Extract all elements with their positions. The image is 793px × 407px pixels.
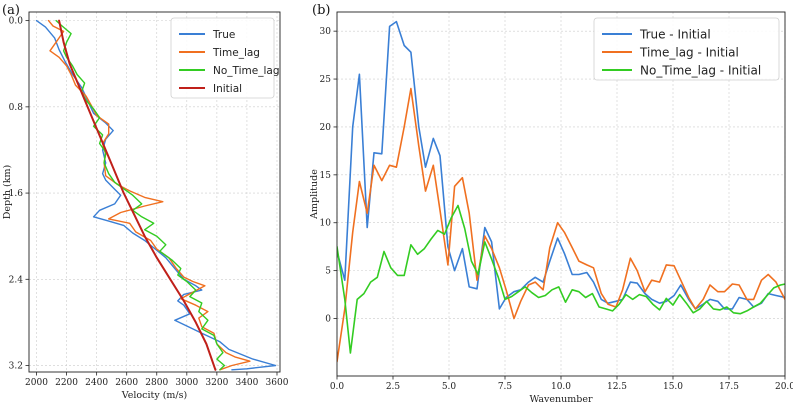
legend-box (170, 17, 275, 99)
series-line-no-time-lag-initial (337, 204, 785, 354)
legend-label: True (212, 29, 235, 41)
series-line-initial (58, 19, 217, 371)
y-tick-label: 0.0 (9, 17, 24, 27)
x-tick-label: 12.5 (607, 382, 627, 392)
panel-label: (a) (2, 3, 20, 18)
x-tick-label: 2200 (55, 378, 78, 388)
x-tick-label: 5.0 (442, 382, 457, 392)
x-tick-label: 2000 (25, 378, 48, 388)
x-tick-label: 2.5 (386, 382, 401, 392)
x-axis-label: Wavenumber (529, 394, 593, 405)
x-tick-label: 3000 (175, 378, 198, 388)
series-line-no-time-lag (55, 19, 226, 371)
x-tick-label: 2400 (85, 378, 108, 388)
x-tick-label: 2800 (145, 378, 168, 388)
plot-frame (28, 11, 281, 373)
legend-label: No_Time_lag (213, 65, 280, 77)
plot-area (337, 20, 785, 363)
y-tick-label: 20 (320, 123, 332, 133)
y-tick-label: 0.8 (9, 103, 24, 113)
y-tick-label: 3.2 (9, 362, 23, 372)
y-tick-label: 25 (320, 75, 332, 85)
y-tick-label: 0 (325, 315, 331, 325)
x-tick-label: 15.0 (663, 382, 683, 392)
panel-label: (b) (312, 3, 330, 18)
y-axis-label: Amplitude (309, 169, 320, 220)
legend-box (593, 17, 780, 81)
x-tick-label: 7.5 (498, 382, 513, 392)
axes: 2000 2200 2400 2600 2800 3000 3200 3400 3600 0.0 0… (9, 17, 289, 388)
y-tick-label: 2.4 (9, 275, 24, 285)
y-tick-label: 1.6 (9, 189, 24, 199)
y-tick-label: 30 (320, 27, 332, 37)
x-tick-label: 10.0 (551, 382, 571, 392)
chart-panel-b: 0.0 2.5 5.0 7.5 10.0 12.5 15.0 17.5 20.0 0 5 10 15 20… (309, 3, 793, 405)
legend-label: Time_lag (212, 47, 260, 59)
axes: 0.0 2.5 5.0 7.5 10.0 12.5 15.0 17.5 20.0 0 5 10 15 20… (320, 27, 793, 392)
y-tick-label: 10 (320, 219, 332, 229)
chart-panel-a: 2000 2200 2400 2600 2800 3000 3200 3400 3600 0.0 0… (2, 3, 289, 401)
x-tick-label: 2600 (115, 378, 138, 388)
legend-label: True - Initial (639, 27, 711, 41)
legend-label: Time_lag - Initial (639, 45, 739, 59)
y-tick-label: 5 (325, 267, 331, 277)
x-axis-label: Velocity (m/s) (121, 390, 187, 401)
x-tick-label: 20.0 (775, 382, 793, 392)
x-tick-label: 17.5 (719, 382, 739, 392)
series-line-time-lag-initial (337, 87, 785, 363)
legend-label: No_Time_lag - Initial (640, 63, 761, 77)
x-tick-label: 0.0 (330, 382, 345, 392)
y-tick-label: 15 (320, 171, 332, 181)
series-line-time-lag (47, 19, 251, 371)
x-tick-label: 3200 (205, 378, 228, 388)
series-line-true-initial (337, 20, 785, 310)
y-axis-label: Depth (km) (2, 165, 13, 219)
x-tick-label: 3600 (266, 378, 289, 388)
legend-label: Initial (213, 83, 242, 95)
legend: True - Initial Time_lag - Initial No_Time_… (593, 17, 780, 81)
plot-area (35, 19, 277, 371)
legend: True Time_lag No_Time_lag Initial (170, 17, 280, 99)
x-tick-label: 3400 (235, 378, 258, 388)
